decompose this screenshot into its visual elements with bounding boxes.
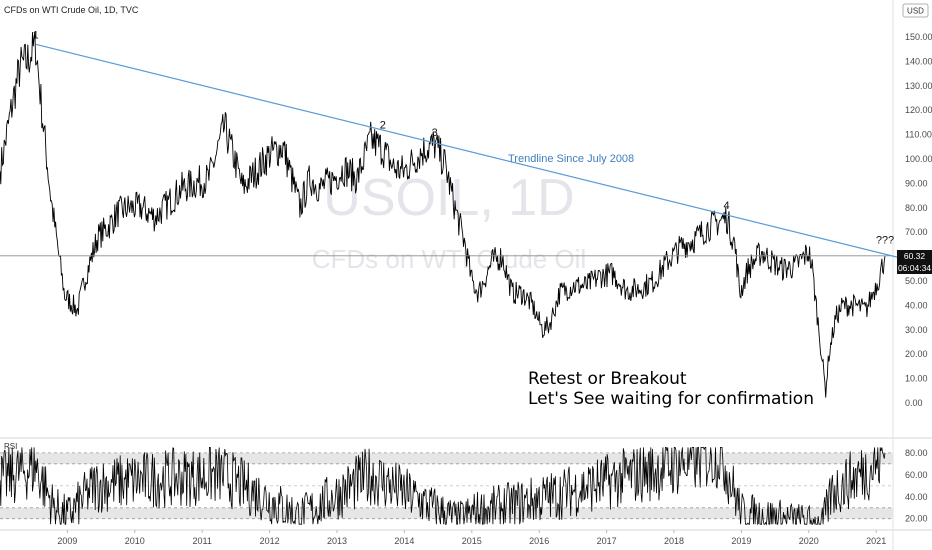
rsi-series [0, 446, 886, 526]
x-tick-label: 2020 [799, 536, 819, 546]
price-axis: 0.0010.0020.0030.0040.0050.0060.0070.008… [905, 32, 932, 408]
x-tick-label: 2016 [529, 536, 549, 546]
x-tick-label: 2015 [462, 536, 482, 546]
x-tick-label: 2013 [327, 536, 347, 546]
x-tick-label: 2017 [597, 536, 617, 546]
trendline[interactable] [35, 43, 907, 261]
rsi-tick-label: 20.00 [905, 514, 928, 524]
rsi-line [0, 446, 886, 526]
x-tick-label: 2012 [260, 536, 280, 546]
wave-label: 3 [432, 127, 438, 139]
price-line [0, 32, 886, 398]
rsi-tick-label: 40.00 [905, 492, 928, 502]
x-tick-label: 2010 [125, 536, 145, 546]
y-tick-label: 20.00 [905, 349, 928, 359]
rsi-label: RSI [4, 442, 17, 451]
rsi-band [0, 452, 893, 464]
x-tick-label: 2014 [394, 536, 414, 546]
currency-button[interactable]: USD [902, 3, 929, 18]
wave-label: ??? [876, 234, 894, 246]
trendline-label: Trendline Since July 2008 [508, 153, 634, 165]
countdown-value: 06:04:34 [898, 263, 931, 273]
watermark-description: CFDs on WTI Crude Oil [312, 244, 587, 274]
time-axis: 2009 2010 2011 2012 2013 2014 2015 2016 2017 2018… [57, 530, 886, 546]
note-line-1: Retest or Breakout [528, 369, 687, 389]
y-tick-label: 90.00 [905, 178, 928, 188]
x-tick-label: 2018 [664, 536, 684, 546]
chart-title: CFDs on WTI Crude Oil, 1D, TVC [4, 5, 139, 15]
y-tick-label: 10.00 [905, 374, 928, 384]
y-tick-label: 100.00 [905, 154, 932, 164]
y-tick-label: 140.00 [905, 56, 932, 66]
last-price-tag: 60.32 [897, 250, 932, 262]
wave-label: 4 [724, 200, 730, 212]
x-tick-label: 2021 [866, 536, 886, 546]
x-tick-label: 2009 [57, 536, 77, 546]
y-tick-label: 110.00 [905, 130, 932, 140]
y-tick-label: 70.00 [905, 227, 928, 237]
countdown-tag: 06:04:34 [897, 262, 932, 274]
y-tick-label: 80.00 [905, 203, 928, 213]
y-tick-label: 0.00 [905, 398, 923, 408]
currency-button-label: USD [907, 7, 924, 16]
last-price-value: 60.32 [904, 251, 926, 261]
note-line-2: Let's See waiting for confirmation [528, 389, 814, 409]
wave-label: 1 [33, 29, 39, 41]
wave-label: 2 [380, 120, 386, 132]
y-tick-label: 40.00 [905, 300, 928, 310]
rsi-band [0, 507, 893, 519]
x-tick-label: 2011 [193, 536, 212, 546]
rsi-tick-label: 60.00 [905, 470, 928, 480]
x-tick-label: 2019 [731, 536, 751, 546]
y-tick-label: 150.00 [905, 32, 932, 42]
price-series [0, 32, 886, 398]
y-tick-label: 130.00 [905, 81, 932, 91]
annotations-layer: 1 2 3 4??? [0, 29, 907, 261]
rsi-axis: 20.00 40.00 60.00 80.00 [905, 448, 928, 524]
y-tick-label: 50.00 [905, 276, 928, 286]
rsi-tick-label: 80.00 [905, 448, 928, 458]
y-tick-label: 30.00 [905, 325, 928, 335]
y-tick-label: 120.00 [905, 105, 932, 115]
